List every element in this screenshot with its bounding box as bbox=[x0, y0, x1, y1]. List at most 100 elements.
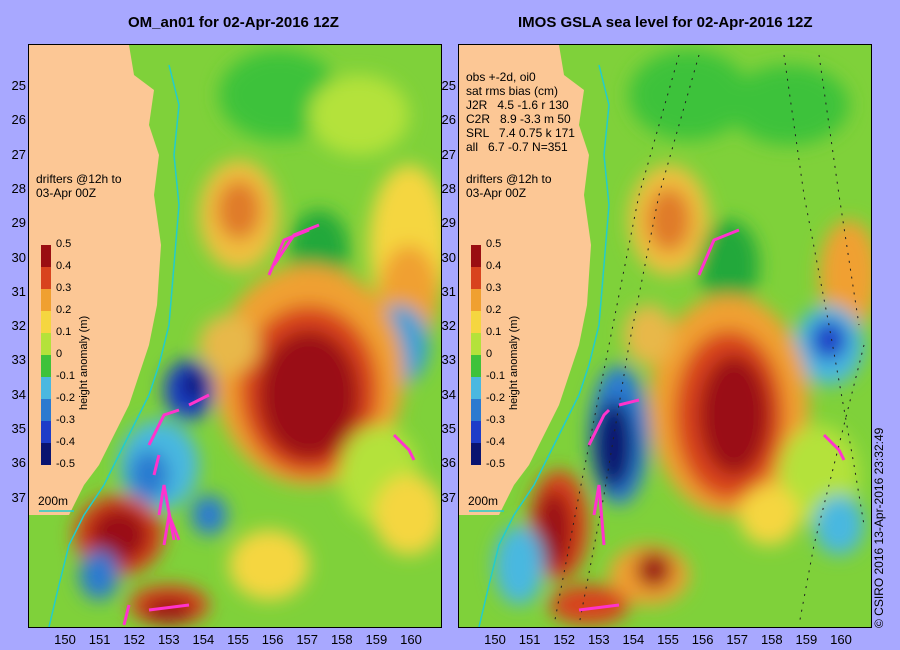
right-isobath-200m bbox=[478, 64, 610, 627]
right-colorbar-tick-label: -0.2 bbox=[486, 392, 505, 404]
right-colorbar-tick-label: 0.2 bbox=[486, 304, 502, 316]
right-drifter-note-2: 03-Apr 00Z bbox=[466, 186, 527, 200]
right-colorbar-tick-label: -0.3 bbox=[486, 414, 505, 426]
right-lat-tick-label: 32 bbox=[441, 318, 456, 334]
right-colorbar-tick-label: 0.1 bbox=[486, 326, 502, 338]
left-anomaly-field bbox=[74, 50, 441, 625]
left-lat-tick-label: 31 bbox=[11, 283, 26, 299]
right-lat-tick-label: 36 bbox=[441, 455, 456, 471]
right-map-svg bbox=[459, 45, 871, 627]
left-lat-tick-label: 32 bbox=[11, 318, 26, 334]
right-colorbar-tick-label: 0 bbox=[486, 348, 493, 360]
right-land-mass bbox=[459, 45, 591, 515]
left-lat-tick-label: 27 bbox=[11, 146, 26, 162]
left-colorbar-tick-label: -0.1 bbox=[56, 370, 75, 382]
left-lon-tick-label: 153 bbox=[157, 632, 180, 647]
left-colorbar-tick-label: 0.3 bbox=[56, 282, 72, 294]
left-panel-title: OM_an01 for 02-Apr-2016 12Z bbox=[128, 14, 339, 31]
left-lon-tick-label: 155 bbox=[227, 632, 249, 647]
left-lat-tick-label: 37 bbox=[11, 489, 26, 505]
right-drifter-tracks bbox=[578, 228, 846, 612]
right-lat-tick-label: 26 bbox=[441, 112, 456, 128]
left-colorbar-tick-label: 0.4 bbox=[56, 260, 72, 272]
right-stats-line-1: obs +-2d, oi0 bbox=[466, 70, 536, 84]
right-lon-tick-label: 156 bbox=[691, 632, 714, 647]
left-colorbar-tick-label: 0 bbox=[56, 348, 63, 360]
left-drifter-tracks bbox=[122, 223, 416, 626]
left-colorbar-tick-label: 0.1 bbox=[56, 326, 72, 338]
right-colorbar-tick-label: -0.5 bbox=[486, 458, 505, 470]
right-lat-tick-label: 37 bbox=[441, 489, 456, 505]
left-colorbar-tick-label: -0.4 bbox=[56, 436, 75, 448]
right-lat-tick-label: 25 bbox=[441, 78, 456, 93]
right-satellite-tracks bbox=[553, 54, 865, 626]
right-depth-label: 200m bbox=[468, 494, 499, 508]
left-colorbar-tick-label: -0.5 bbox=[56, 458, 75, 470]
left-land-mass bbox=[29, 45, 161, 515]
left-lon-tick-label: 152 bbox=[123, 632, 146, 647]
left-map-panel bbox=[28, 44, 442, 628]
right-lon-tick-label: 155 bbox=[657, 632, 679, 647]
left-lon-tick-label: 156 bbox=[261, 632, 284, 647]
left-lon-tick-label: 158 bbox=[330, 632, 353, 647]
left-colorbar-tick-label: -0.3 bbox=[56, 414, 75, 426]
right-lon-tick-label: 152 bbox=[553, 632, 576, 647]
left-drifter-note-2: 03-Apr 00Z bbox=[36, 186, 97, 200]
left-isobath-200m bbox=[48, 64, 180, 627]
right-lat-tick-label: 33 bbox=[441, 352, 456, 368]
left-lon-tick-label: 154 bbox=[192, 632, 215, 647]
right-stats-line-3: J2R 4.5 -1.6 r 130 bbox=[466, 98, 569, 112]
right-stats-line-6: all 6.7 -0.7 N=351 bbox=[466, 140, 568, 154]
left-lon-tick-label: 150 bbox=[54, 632, 76, 647]
left-lat-tick-label: 26 bbox=[11, 112, 26, 128]
right-stats-line-2: sat rms bias (cm) bbox=[466, 84, 559, 98]
right-lon-tick-label: 151 bbox=[518, 632, 541, 647]
right-lat-tick-label: 30 bbox=[441, 249, 456, 265]
right-lat-tick-label: 28 bbox=[441, 180, 456, 196]
right-colorbar-tick-label: 0.4 bbox=[486, 260, 502, 272]
left-lat-tick-label: 33 bbox=[11, 352, 26, 368]
right-panel-title: IMOS GSLA sea level for 02-Apr-2016 12Z bbox=[518, 14, 813, 31]
right-lon-tick-label: 158 bbox=[760, 632, 783, 647]
right-lat-tick-label: 34 bbox=[441, 386, 456, 402]
left-lon-tick-label: 157 bbox=[296, 632, 319, 647]
right-lon-tick-label: 150 bbox=[484, 632, 506, 647]
left-lat-tick-label: 29 bbox=[11, 215, 26, 231]
right-lon-tick-label: 153 bbox=[587, 632, 610, 647]
right-lat-tick-label: 27 bbox=[441, 146, 456, 162]
left-colorbar bbox=[41, 245, 51, 465]
left-lat-tick-label: 35 bbox=[11, 421, 26, 436]
left-colorbar-tick-label: 0.2 bbox=[56, 304, 72, 316]
left-lon-tick-label: 151 bbox=[88, 632, 111, 647]
right-stats-line-5: SRL 7.4 0.75 k 171 bbox=[466, 126, 575, 140]
left-colorbar-tick-label: 0.5 bbox=[56, 238, 72, 250]
right-lon-tick-label: 160 bbox=[830, 632, 852, 647]
right-lat-tick-label: 29 bbox=[441, 215, 456, 231]
left-lon-tick-label: 160 bbox=[400, 632, 422, 647]
right-colorbar-tick-label: -0.4 bbox=[486, 436, 505, 448]
left-drifter-note-1: drifters @12h to bbox=[36, 172, 122, 186]
right-anomaly-field bbox=[494, 50, 871, 625]
left-lat-tick-label: 34 bbox=[11, 386, 26, 402]
left-lat-tick-label: 30 bbox=[11, 249, 26, 265]
right-stats-line-4: C2R 8.9 -3.3 m 50 bbox=[466, 112, 571, 126]
right-drifter-note-1: drifters @12h to bbox=[466, 172, 552, 186]
right-lon-tick-label: 157 bbox=[726, 632, 749, 647]
right-colorbar-tick-label: -0.1 bbox=[486, 370, 505, 382]
left-lat-tick-label: 36 bbox=[11, 455, 26, 471]
copyright-watermark: © CSIRO 2016 13-Apr-2016 23:32:49 bbox=[872, 427, 886, 628]
left-depth-label: 200m bbox=[38, 494, 69, 508]
right-colorbar-tick-label: 0.5 bbox=[486, 238, 502, 250]
left-colorbar-tick-label: -0.2 bbox=[56, 392, 75, 404]
left-lon-tick-label: 159 bbox=[365, 632, 388, 647]
right-lon-tick-label: 154 bbox=[622, 632, 645, 647]
right-map-panel bbox=[458, 44, 872, 628]
left-lat-tick-label: 28 bbox=[11, 180, 26, 196]
left-map-svg bbox=[29, 45, 441, 627]
right-lat-tick-label: 35 bbox=[441, 421, 456, 436]
right-colorbar bbox=[471, 245, 481, 465]
left-lat-tick-label: 25 bbox=[11, 78, 26, 93]
right-lon-tick-label: 159 bbox=[795, 632, 818, 647]
right-colorbar-tick-label: 0.3 bbox=[486, 282, 502, 294]
right-lat-tick-label: 31 bbox=[441, 283, 456, 299]
